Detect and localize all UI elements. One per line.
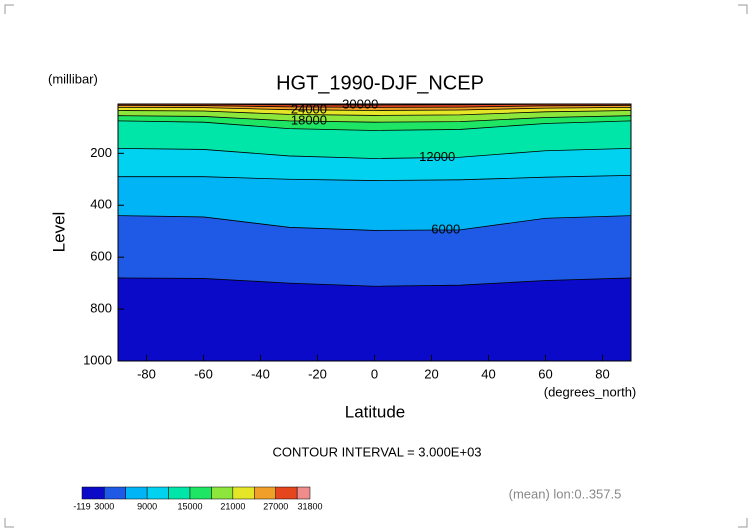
corner-marks: [4, 4, 748, 528]
chart-title: HGT_1990-DJF_NCEP: [276, 72, 484, 94]
contour-interval: CONTOUR INTERVAL = 3.000E+03: [272, 444, 481, 459]
x-tick-label: -60: [194, 366, 213, 381]
contour-line: [117, 147, 632, 159]
colorbar-label: 3000: [94, 501, 114, 511]
y-tick-label: 1000: [83, 352, 112, 367]
x-tick-label: 0: [371, 366, 378, 381]
colorbar-swatch: [168, 486, 191, 500]
colorbar-label: 21000: [220, 501, 245, 511]
y-unit: (millibar): [48, 71, 98, 86]
colorbar-swatch: [275, 486, 298, 500]
x-unit: (degrees_north): [544, 384, 637, 399]
y-tick-label: 800: [90, 301, 112, 316]
contour-label: 12000: [419, 149, 455, 164]
colorbar-swatch: [146, 486, 169, 500]
contour-line: [118, 174, 632, 181]
colorbar-swatch: [81, 486, 105, 500]
colorbar-swatch: [104, 486, 126, 500]
colorbar-swatch: [125, 486, 148, 500]
contour-line: [117, 106, 632, 111]
x-tick-label: -20: [308, 366, 327, 381]
colorbar-label: 15000: [177, 501, 202, 511]
colorbar-label: 9000: [137, 501, 157, 511]
y-tick-label: 400: [90, 197, 112, 212]
x-tick-label: 60: [538, 366, 552, 381]
contour-line: [117, 110, 632, 116]
contour-label: 24000: [291, 101, 327, 116]
x-tick-label: 80: [595, 366, 609, 381]
contour-line: [117, 215, 632, 231]
colorbar-swatch: [211, 486, 234, 500]
y-tick-label: 200: [90, 145, 112, 160]
x-tick-label: 40: [481, 366, 495, 381]
x-tick-label: 20: [424, 366, 438, 381]
x-axis-label: Latitude: [345, 402, 406, 421]
contour-label: 6000: [431, 221, 460, 236]
x-tick-label: -80: [137, 366, 156, 381]
y-axis-label: Level: [49, 212, 68, 253]
colorbar-label: 31800: [297, 501, 322, 511]
colorbar-swatch: [189, 486, 212, 500]
colorbar-swatch: [296, 486, 311, 500]
contour-label: 18000: [291, 113, 327, 128]
y-tick-label: 600: [90, 249, 112, 264]
x-tick-label: -40: [251, 366, 270, 381]
contour-line: [117, 115, 632, 123]
note: (mean) lon:0..357.5: [509, 486, 622, 501]
contour-line: [117, 104, 632, 108]
colorbar-swatch: [232, 486, 255, 500]
colorbar-label: -119: [73, 501, 90, 511]
contour-line: [117, 277, 632, 287]
colorbar-label: 27000: [263, 501, 288, 511]
colorbar-swatch: [254, 486, 276, 500]
contour-line: [117, 120, 632, 131]
